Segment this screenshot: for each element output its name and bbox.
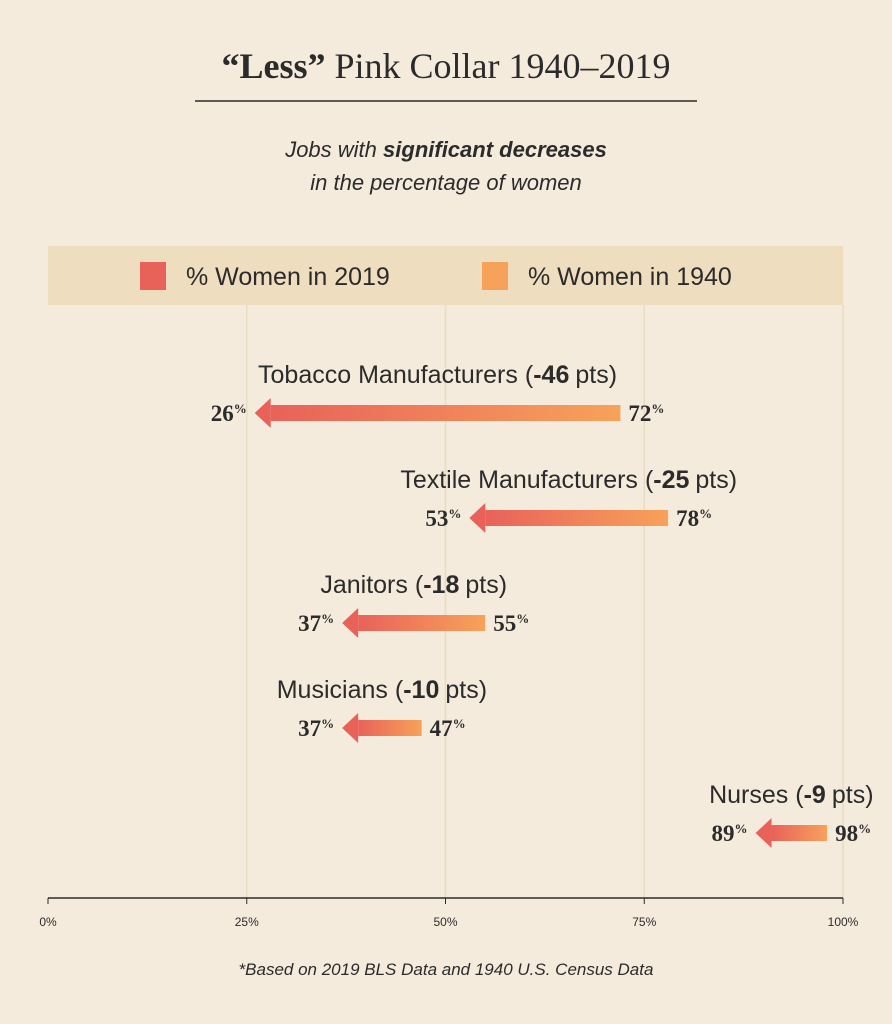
value-unit: % <box>234 401 247 416</box>
category-name: Textile Manufacturers <box>400 466 638 494</box>
value-label-1940: 55% <box>493 611 529 636</box>
value-label-2019: 89% <box>712 821 748 846</box>
legend-label: % Women in 1940 <box>528 263 732 291</box>
legend-swatch <box>482 262 508 290</box>
change-value: -10 <box>403 676 439 704</box>
change-close: pts) <box>445 676 487 704</box>
arrow-head <box>469 503 486 533</box>
x-tick-label: 0% <box>39 915 57 929</box>
category-name: Musicians <box>277 676 388 704</box>
arrow-head <box>254 398 271 428</box>
value-unit: % <box>516 611 529 626</box>
change-close: pts) <box>695 466 737 494</box>
value-number: 98 <box>835 821 858 846</box>
change-open: ( <box>645 466 654 494</box>
value-number: 37 <box>298 716 321 741</box>
subtitle-line-1: Jobs with significant decreases <box>284 137 607 162</box>
legend-band <box>48 246 843 305</box>
value-number: 53 <box>425 506 448 531</box>
value-number: 47 <box>430 716 453 741</box>
legend-label: % Women in 2019 <box>186 263 390 291</box>
value-label-1940: 47% <box>430 716 466 741</box>
value-unit: % <box>321 716 334 731</box>
value-unit: % <box>651 401 664 416</box>
arrow-head <box>755 818 772 848</box>
change-close: pts) <box>832 781 874 809</box>
value-label-2019: 26% <box>211 401 247 426</box>
chart-title: “Less” Pink Collar 1940–2019 <box>221 46 670 86</box>
category-label: Janitors (-18 pts) <box>320 571 507 599</box>
value-number: 89 <box>712 821 735 846</box>
legend-swatch <box>140 262 166 290</box>
change-open: ( <box>525 361 534 389</box>
arrow-body <box>270 405 621 421</box>
change-close: pts) <box>465 571 507 599</box>
title-bold: “Less” <box>221 46 325 86</box>
value-number: 26 <box>211 401 234 426</box>
value-unit: % <box>699 506 712 521</box>
change-value: -9 <box>804 781 826 809</box>
change-value: -46 <box>533 361 569 389</box>
value-unit: % <box>858 821 871 836</box>
arrow-head <box>342 713 359 743</box>
category-name: Nurses <box>709 781 788 809</box>
change-value: -25 <box>653 466 689 494</box>
value-label-2019: 53% <box>425 506 461 531</box>
value-unit: % <box>321 611 334 626</box>
value-number: 78 <box>676 506 699 531</box>
value-label-1940: 78% <box>676 506 712 531</box>
category-label: Musicians (-10 pts) <box>277 676 487 704</box>
x-tick-label: 50% <box>433 915 457 929</box>
change-open: ( <box>795 781 804 809</box>
x-tick-label: 75% <box>632 915 656 929</box>
category-name: Tobacco Manufacturers <box>258 361 518 389</box>
subtitle-start: Jobs with <box>284 137 377 162</box>
value-unit: % <box>453 716 466 731</box>
x-tick-label: 25% <box>235 915 259 929</box>
title-rest: Pink Collar 1940–2019 <box>335 46 671 86</box>
value-number: 72 <box>628 401 651 426</box>
category-label: Textile Manufacturers (-25 pts) <box>400 466 737 494</box>
subtitle-line-2: in the percentage of women <box>310 170 582 195</box>
value-unit: % <box>735 821 748 836</box>
arrow-body <box>485 510 669 526</box>
arrow-body <box>358 615 486 631</box>
arrow-body <box>358 720 422 736</box>
value-label-2019: 37% <box>298 611 334 636</box>
change-open: ( <box>395 676 404 704</box>
category-name: Janitors <box>320 571 408 599</box>
value-number: 37 <box>298 611 321 636</box>
footnote: *Based on 2019 BLS Data and 1940 U.S. Ce… <box>239 960 654 979</box>
arrow-body <box>771 825 828 841</box>
subtitle-bold: significant decreases <box>383 137 607 162</box>
value-label-1940: 98% <box>835 821 871 846</box>
value-label-1940: 72% <box>628 401 664 426</box>
change-value: -18 <box>423 571 459 599</box>
change-open: ( <box>415 571 424 599</box>
x-tick-label: 100% <box>828 915 859 929</box>
category-label: Nurses (-9 pts) <box>709 781 873 809</box>
change-close: pts) <box>575 361 617 389</box>
arrow-head <box>342 608 359 638</box>
category-label: Tobacco Manufacturers (-46 pts) <box>258 361 617 389</box>
value-unit: % <box>448 506 461 521</box>
value-label-2019: 37% <box>298 716 334 741</box>
value-number: 55 <box>493 611 516 636</box>
